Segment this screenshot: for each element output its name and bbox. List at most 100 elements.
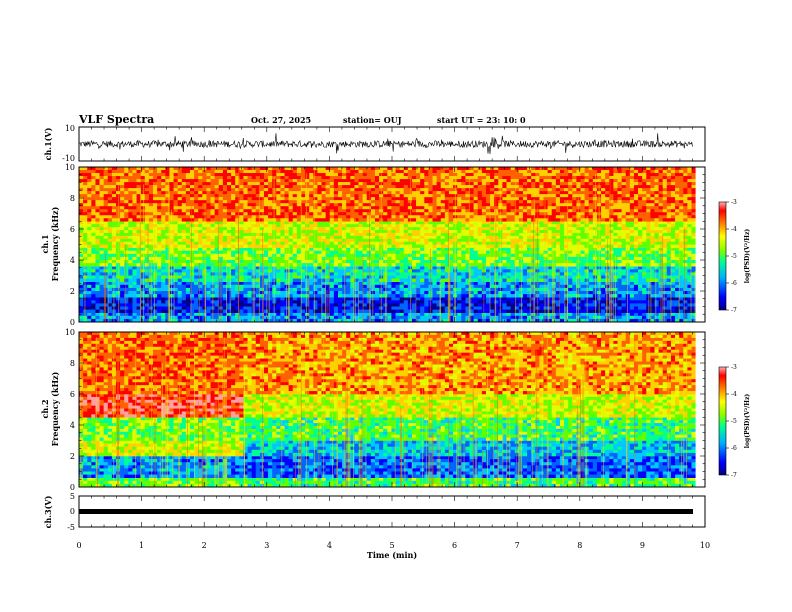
spectrogram-cell [313, 250, 318, 255]
spectrogram-cell [194, 250, 199, 255]
spectrogram-cell [387, 318, 392, 323]
spectrogram-cell [629, 224, 635, 228]
spectrogram-cell [564, 318, 569, 323]
spectrogram-cell [440, 247, 446, 251]
spectrogram-cell [181, 294, 187, 298]
spectrogram-cell [280, 300, 285, 304]
spectrogram-cell [292, 306, 298, 310]
spectrogram-cell [136, 260, 141, 264]
spectrogram-cell [572, 291, 577, 295]
spectrogram-cell [432, 300, 437, 304]
spectrogram-cell [288, 284, 294, 289]
spectrogram-cell [181, 263, 187, 267]
spectrogram-cell [132, 253, 137, 258]
spectrogram-cell [161, 287, 166, 292]
spectrogram-cell [465, 309, 470, 313]
spectrogram-cell [329, 272, 335, 276]
spectrogram-cell [572, 287, 577, 292]
spectrogram-cell [469, 309, 474, 313]
spectrogram-cell [325, 256, 331, 261]
spectrogram-cell [654, 287, 659, 292]
spectrogram-cell [485, 278, 491, 282]
spectrogram-cell [650, 232, 655, 237]
spectrogram-cell [650, 238, 655, 243]
spectrogram-cell [395, 221, 400, 225]
spectrogram-cell [136, 300, 141, 304]
spectrogram-cell [465, 300, 470, 304]
spectrogram-cell [670, 309, 676, 313]
spectrogram-cell [259, 266, 265, 270]
spectrogram-cell [83, 227, 88, 231]
spectrogram-cell [485, 294, 491, 298]
spectrogram-cell [448, 278, 454, 282]
spectrogram-cell [247, 221, 252, 225]
spectrogram-cell [662, 266, 668, 270]
spectrogram-cell [633, 309, 639, 313]
spectrogram-cell [263, 235, 269, 240]
spectrogram-cell [288, 318, 294, 323]
spectrogram-cell [490, 241, 495, 245]
spectrogram-cell [473, 266, 479, 270]
spectrogram-cell [416, 227, 421, 231]
spectrogram-cell [251, 275, 257, 279]
spectrogram-cell [255, 294, 261, 298]
spectrogram-cell [407, 235, 413, 240]
spectrogram-cell [555, 318, 561, 323]
spectrogram-cell [333, 247, 339, 251]
spectrogram-cell [222, 287, 228, 292]
spectrogram-cell [255, 232, 261, 237]
spectrogram-cell [650, 250, 655, 255]
spectrogram-cell [124, 250, 129, 255]
spectrogram-cell [329, 318, 335, 323]
spectrogram-cell [490, 294, 495, 298]
spectrogram-cell [675, 297, 680, 301]
spectrogram-cell [514, 294, 520, 298]
spectrogram-cell [465, 306, 470, 310]
spectrogram-cell [490, 263, 495, 267]
spectrogram-cell [177, 227, 183, 231]
spectrogram-cell [502, 303, 507, 307]
spectrogram-cell [214, 306, 220, 310]
spectrogram-cell [235, 260, 240, 264]
spectrogram-cell [337, 256, 343, 261]
spectrogram-cell [157, 300, 162, 304]
spectrogram-cell [448, 312, 454, 317]
spectrogram-cell [654, 224, 659, 228]
spectrogram-cell [621, 232, 627, 237]
spectrogram-cell [296, 256, 302, 261]
spectrogram-cell [194, 241, 199, 245]
spectrogram-cell [518, 269, 524, 273]
spectrogram-cell [420, 221, 425, 225]
spectrogram-cell [177, 318, 183, 323]
spectrogram-cell [165, 224, 170, 228]
spectrogram-cell [679, 306, 684, 310]
spectrogram-cell [103, 315, 109, 320]
spectrogram-cell [551, 230, 557, 234]
spectrogram-cell [255, 253, 261, 258]
spectrogram-cell [342, 309, 347, 313]
spectrogram-cell [107, 266, 113, 270]
spectrogram-cell [79, 278, 84, 282]
spectrogram-cell [374, 300, 380, 304]
spectrogram-cell [444, 227, 450, 231]
spectrogram-cell [255, 256, 261, 261]
spectrogram-cell [572, 297, 577, 301]
spectrogram-cell [173, 232, 178, 237]
spectrogram-cell [333, 272, 339, 276]
spectrogram-cell [346, 238, 351, 243]
spectrogram-cell [485, 287, 491, 292]
spectrogram-cell [633, 297, 639, 301]
spectrogram-cell [374, 247, 380, 251]
spectrogram-cell [510, 318, 516, 323]
spectrogram-cell [107, 235, 113, 240]
spectrogram-cell [387, 306, 392, 310]
spectrogram-cell [679, 247, 684, 251]
spectrogram-cell [222, 250, 228, 255]
spectrogram-cell [329, 260, 335, 264]
spectrogram-cell [494, 238, 499, 243]
spectrogram-cell [280, 306, 285, 310]
spectrogram-cell [559, 303, 565, 307]
spectrogram-cell [547, 281, 553, 286]
spectrogram-cell [539, 263, 544, 267]
spectrogram-cell [539, 300, 544, 304]
